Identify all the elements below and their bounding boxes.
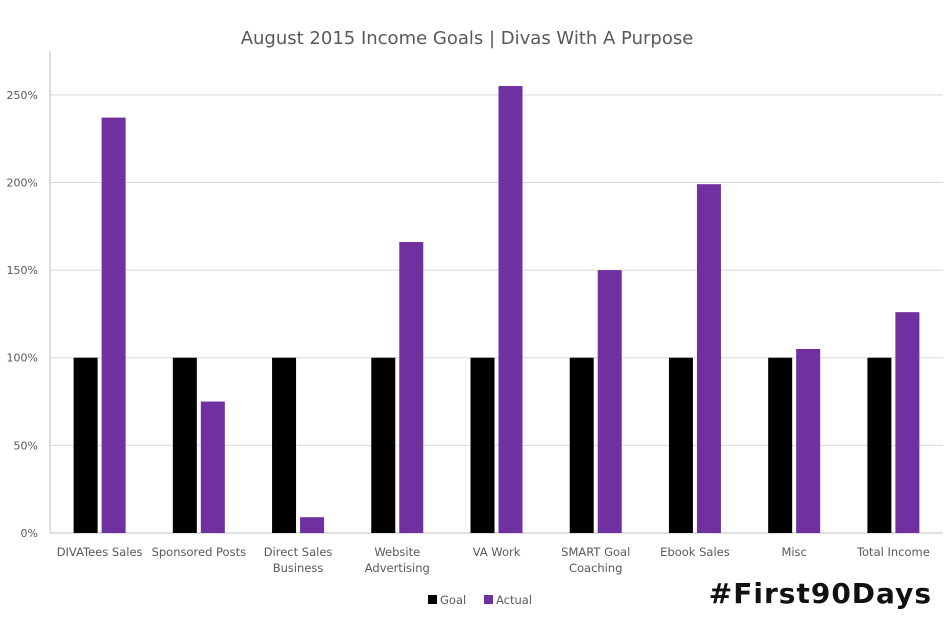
x-category-label: Website <box>374 545 420 559</box>
bar-actual-1 <box>200 401 225 533</box>
bar-actual-5 <box>597 270 622 533</box>
x-category-label: DIVATees Sales <box>57 545 143 559</box>
bar-actual-2 <box>300 517 325 533</box>
bar-actual-3 <box>399 242 424 533</box>
bar-goal-3 <box>371 357 396 533</box>
y-tick-label: 50% <box>14 439 38 452</box>
bar-actual-0 <box>101 117 126 533</box>
y-tick-label: 150% <box>7 264 38 277</box>
bar-goal-7 <box>768 357 793 533</box>
hashtag-watermark: #First90Days <box>708 577 932 610</box>
bar-goal-4 <box>470 357 495 533</box>
bar-actual-8 <box>895 312 920 533</box>
x-category-label: Business <box>273 561 324 575</box>
legend: Goal Actual <box>428 593 532 607</box>
bar-goal-0 <box>73 357 98 533</box>
y-tick-label: 0% <box>21 527 38 540</box>
bar-goal-5 <box>569 357 594 533</box>
legend-swatch-actual <box>484 595 493 604</box>
legend-swatch-goal <box>428 595 437 604</box>
x-category-label: Ebook Sales <box>660 545 730 559</box>
x-category-label: Total Income <box>856 545 930 559</box>
x-category-label: SMART Goal <box>561 545 630 559</box>
bar-goal-8 <box>867 357 892 533</box>
y-tick-label: 200% <box>7 176 38 189</box>
x-axis-labels: DIVATees Sales Sponsored Posts Direct Sale… <box>57 545 930 575</box>
bar-goal-1 <box>172 357 197 533</box>
y-axis-ticks: 0% 50% 100% 150% 200% 250% <box>7 89 38 540</box>
chart-title: August 2015 Income Goals | Divas With A … <box>241 28 694 49</box>
x-category-label: Coaching <box>569 561 623 575</box>
bar-goal-6 <box>668 357 693 533</box>
bars <box>73 86 920 534</box>
legend-label-actual: Actual <box>496 593 532 607</box>
bar-actual-4 <box>498 86 523 534</box>
x-category-label: VA Work <box>473 545 521 559</box>
legend-label-goal: Goal <box>440 593 466 607</box>
bar-actual-6 <box>696 184 721 533</box>
y-tick-label: 250% <box>7 89 38 102</box>
x-category-label: Misc <box>781 545 806 559</box>
bar-actual-7 <box>796 348 821 533</box>
gridlines <box>50 94 943 534</box>
bar-goal-2 <box>272 357 297 533</box>
x-category-label: Advertising <box>365 561 430 575</box>
x-category-label: Direct Sales <box>264 545 333 559</box>
x-category-label: Sponsored Posts <box>152 545 247 559</box>
y-tick-label: 100% <box>7 352 38 365</box>
